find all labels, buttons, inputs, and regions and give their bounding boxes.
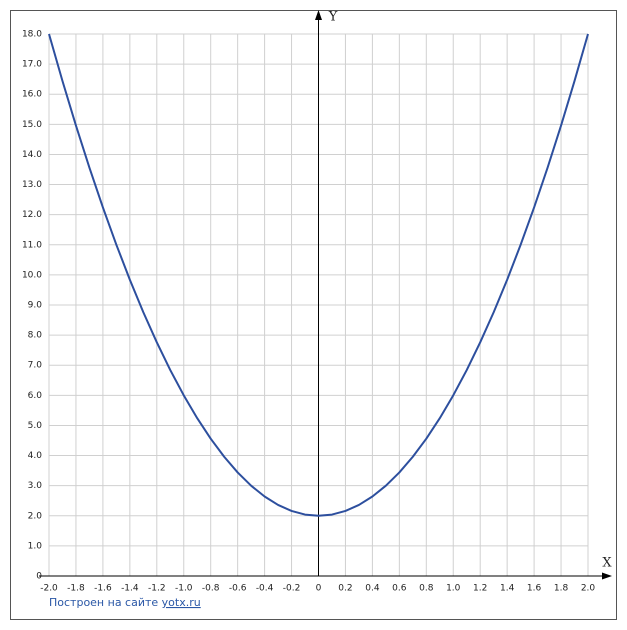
x-tick-label: -1.2 (148, 584, 166, 594)
y-tick-label: 13.0 (22, 180, 42, 190)
x-tick-label: 1.6 (527, 584, 542, 594)
x-tick-label: -0.4 (256, 584, 274, 594)
x-tick-label: 0.4 (365, 584, 380, 594)
y-axis-arrow (315, 10, 322, 20)
y-tick-label: 6.0 (28, 391, 43, 401)
y-tick-label: 11.0 (22, 240, 42, 250)
y-tick-label: 10.0 (22, 270, 42, 280)
x-tick-label: 1.2 (473, 584, 487, 594)
y-tick-label: 14.0 (22, 150, 42, 160)
y-tick-label: 3.0 (28, 481, 43, 491)
footer-text: Построен на сайте (49, 596, 158, 609)
x-tick-label: -0.8 (202, 584, 220, 594)
line (48, 33, 589, 517)
y-tick-label: 4.0 (28, 451, 43, 461)
x-tick-label: -1.8 (67, 584, 85, 594)
x-tick-label: -1.4 (121, 584, 139, 594)
y-tick-label: 16.0 (22, 90, 42, 100)
x-tick-label: -1.6 (94, 584, 112, 594)
y-axis-label: Y (328, 10, 338, 25)
x-tick-label: 2.0 (581, 584, 596, 594)
y-tick-label: 9.0 (28, 301, 43, 311)
x-tick-label: 0.2 (338, 584, 352, 594)
y-tick-label: 15.0 (22, 120, 42, 130)
frame (10, 10, 617, 620)
y-tick-label: 5.0 (28, 421, 43, 431)
x-tick-label: -2.0 (40, 584, 58, 594)
x-tick-label: 1.0 (446, 584, 461, 594)
x-tick-label: 0.8 (419, 584, 434, 594)
footer-link[interactable]: yotx.ru (162, 596, 201, 609)
y-tick-label: 8.0 (28, 331, 43, 341)
footer: Построен на сайте yotx.ru (49, 596, 201, 609)
x-tick-label: -0.2 (283, 584, 301, 594)
x-tick-label: 0.6 (392, 584, 407, 594)
x-axis-arrow (602, 572, 612, 580)
x-tick-label: 1.8 (554, 584, 569, 594)
y-tick-label: 12.0 (22, 210, 42, 220)
x-tick-label: 1.4 (500, 584, 515, 594)
x-tick-label: -1.0 (175, 584, 193, 594)
y-tick-label: 7.0 (28, 361, 43, 371)
x-tick-label: -0.6 (229, 584, 247, 594)
y-tick-label: 1.0 (28, 541, 43, 551)
y-tick-label: 17.0 (22, 60, 42, 70)
y-tick-label: 18.0 (22, 30, 42, 40)
x-axis-label: X (602, 556, 612, 571)
x-tick-label: 0 (316, 584, 322, 594)
y-tick-label: 2.0 (28, 511, 43, 521)
